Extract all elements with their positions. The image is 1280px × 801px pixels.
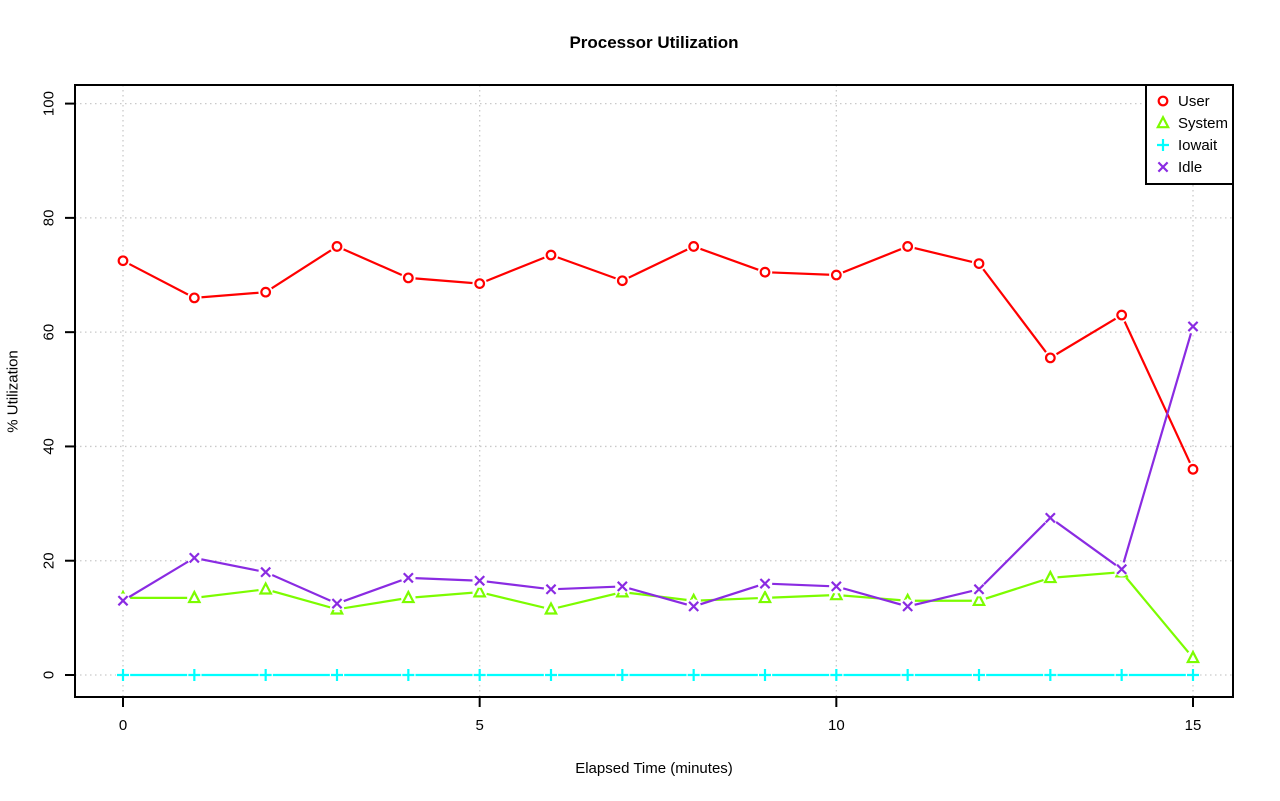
grid: [75, 85, 1233, 697]
y-tick-label: 80: [40, 210, 57, 227]
legend-label-user: User: [1178, 93, 1210, 110]
y-tick-label: 100: [40, 91, 57, 116]
x-tick-label: 0: [119, 717, 127, 734]
y-tick-label: 20: [40, 552, 57, 569]
axes: 0 5 10 15 0 20 40 60 80 100: [40, 91, 1201, 734]
series-line-idle: [122, 326, 1195, 608]
y-tick-label: 0: [40, 671, 57, 679]
series-iowait: [115, 667, 1201, 683]
legend-label-idle: Idle: [1178, 159, 1202, 176]
series-line-user: [122, 245, 1194, 470]
legend-box: [1145, 84, 1234, 185]
x-axis-label: Elapsed Time (minutes): [575, 760, 733, 777]
legend-label-system: System: [1178, 115, 1228, 132]
legend: User System Iowait Idle: [1145, 84, 1234, 185]
x-tick-label: 5: [475, 717, 483, 734]
x-tick-label: 15: [1185, 717, 1202, 734]
y-tick-label: 40: [40, 438, 57, 455]
legend-label-iowait: Iowait: [1178, 137, 1218, 154]
series-idle: [115, 319, 1201, 614]
x-tick-label: 10: [828, 717, 845, 734]
series-line-system: [123, 571, 1194, 659]
chart-title: Processor Utilization: [569, 33, 739, 52]
plot-box: [74, 84, 1234, 698]
y-axis-label: % Utilization: [4, 350, 22, 433]
y-tick-label: 60: [40, 324, 57, 341]
series-user: [115, 239, 1201, 477]
series-system: [115, 563, 1201, 666]
